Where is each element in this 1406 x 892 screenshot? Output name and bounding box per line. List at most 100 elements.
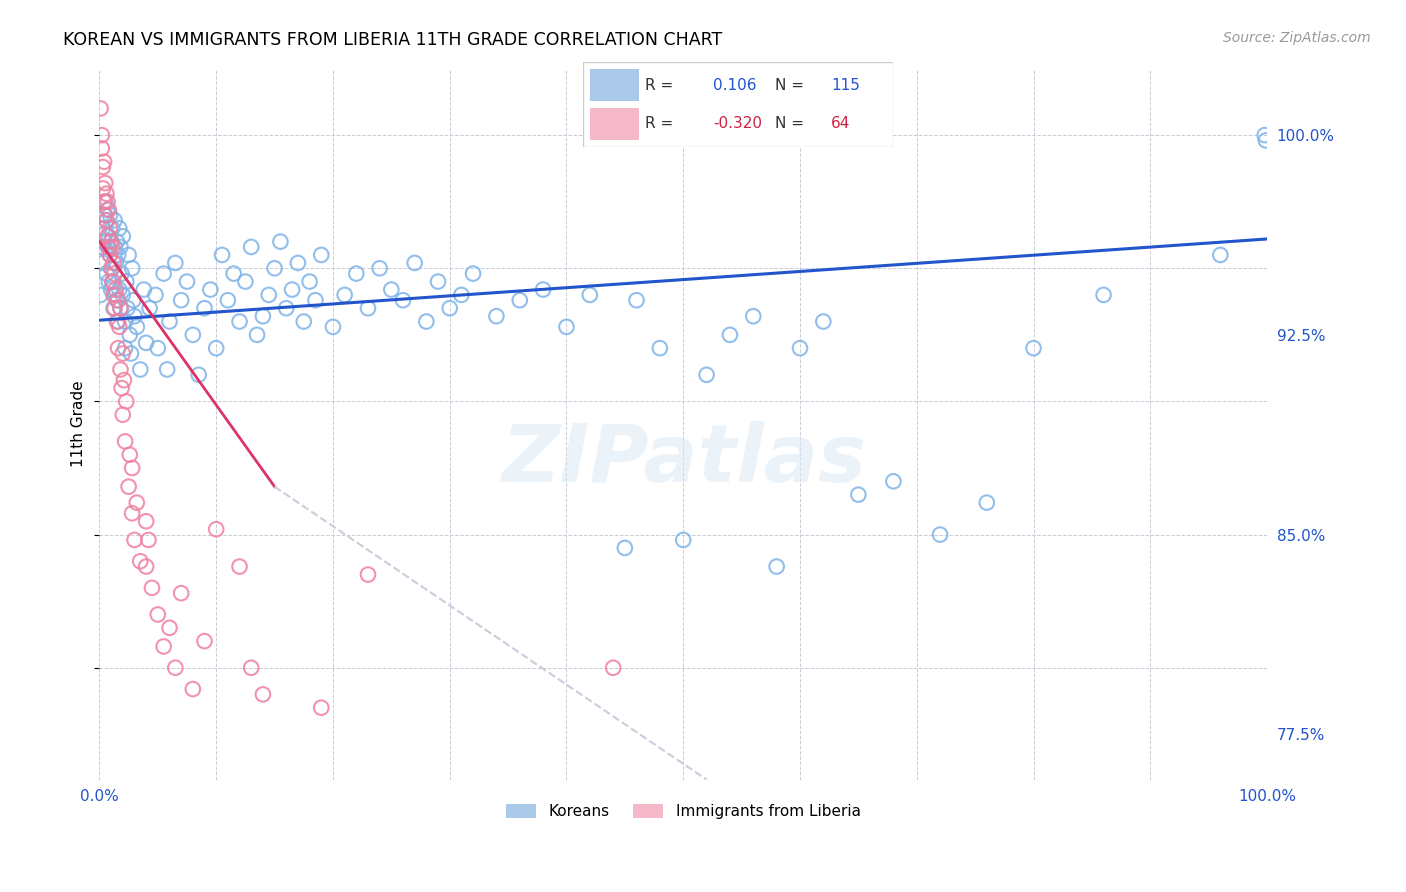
- Text: 64: 64: [831, 116, 851, 131]
- Point: [322, 319, 344, 334]
- Point: [111, 288, 134, 302]
- Point: [111, 408, 134, 422]
- Point: [121, 261, 143, 276]
- Point: [103, 301, 125, 316]
- Point: [187, 368, 209, 382]
- Point: [104, 283, 127, 297]
- Point: [114, 314, 136, 328]
- Point: [1254, 133, 1277, 147]
- Point: [100, 261, 122, 276]
- Point: [813, 314, 835, 328]
- Point: [848, 488, 870, 502]
- Point: [165, 661, 187, 675]
- Point: [93, 154, 115, 169]
- Legend: Koreans, Immigrants from Liberia: Koreans, Immigrants from Liberia: [499, 798, 866, 825]
- Point: [110, 267, 132, 281]
- Point: [117, 480, 139, 494]
- Point: [96, 213, 118, 227]
- Point: [101, 221, 124, 235]
- FancyBboxPatch shape: [589, 70, 640, 101]
- Point: [100, 283, 122, 297]
- Point: [129, 362, 152, 376]
- Point: [114, 341, 136, 355]
- Point: [104, 301, 127, 316]
- Point: [121, 461, 143, 475]
- Point: [98, 248, 121, 262]
- Point: [94, 227, 117, 241]
- Point: [742, 309, 765, 323]
- Point: [211, 248, 233, 262]
- Text: N =: N =: [775, 116, 804, 131]
- Point: [181, 327, 204, 342]
- Point: [333, 288, 356, 302]
- Point: [311, 700, 333, 714]
- Point: [115, 394, 138, 409]
- Point: [125, 319, 148, 334]
- Point: [159, 314, 181, 328]
- Point: [100, 235, 122, 249]
- Point: [110, 301, 132, 316]
- Point: [108, 283, 131, 297]
- Point: [125, 495, 148, 509]
- Point: [107, 314, 129, 328]
- Point: [626, 293, 648, 308]
- Point: [103, 288, 125, 302]
- Point: [392, 293, 415, 308]
- Point: [257, 288, 280, 302]
- Point: [344, 267, 367, 281]
- Text: R =: R =: [645, 78, 673, 93]
- Point: [97, 229, 120, 244]
- Point: [91, 160, 114, 174]
- Point: [108, 319, 131, 334]
- Point: [107, 293, 129, 308]
- Point: [263, 261, 285, 276]
- Point: [111, 229, 134, 244]
- Point: [97, 275, 120, 289]
- Point: [672, 533, 695, 547]
- Point: [380, 283, 402, 297]
- Text: 115: 115: [831, 78, 860, 93]
- Point: [110, 240, 132, 254]
- Point: [118, 448, 141, 462]
- Point: [193, 301, 215, 316]
- Point: [132, 283, 155, 297]
- Point: [98, 208, 121, 222]
- Point: [427, 275, 450, 289]
- Point: [165, 256, 187, 270]
- Point: [240, 661, 263, 675]
- Point: [929, 527, 952, 541]
- Point: [104, 240, 127, 254]
- Point: [94, 194, 117, 209]
- Point: [104, 267, 127, 281]
- Point: [252, 309, 274, 323]
- Point: [170, 293, 193, 308]
- Text: N =: N =: [775, 78, 804, 93]
- Point: [156, 362, 179, 376]
- Point: [118, 327, 141, 342]
- Point: [94, 176, 117, 190]
- Point: [97, 240, 120, 254]
- Text: KOREAN VS IMMIGRANTS FROM LIBERIA 11TH GRADE CORRELATION CHART: KOREAN VS IMMIGRANTS FROM LIBERIA 11TH G…: [63, 31, 723, 49]
- Point: [101, 261, 124, 276]
- Point: [93, 194, 115, 209]
- Text: R =: R =: [645, 116, 673, 131]
- Point: [357, 567, 380, 582]
- Point: [1209, 248, 1232, 262]
- Point: [461, 267, 484, 281]
- Point: [97, 194, 120, 209]
- Text: 0.106: 0.106: [713, 78, 756, 93]
- Point: [176, 275, 198, 289]
- Point: [91, 181, 114, 195]
- Point: [368, 261, 391, 276]
- Point: [765, 559, 787, 574]
- Point: [152, 640, 174, 654]
- Point: [1092, 288, 1115, 302]
- Point: [90, 102, 112, 116]
- Point: [882, 475, 904, 489]
- Point: [193, 634, 215, 648]
- Point: [103, 275, 125, 289]
- Point: [105, 293, 128, 308]
- Point: [107, 248, 129, 262]
- Point: [98, 248, 121, 262]
- Point: [117, 248, 139, 262]
